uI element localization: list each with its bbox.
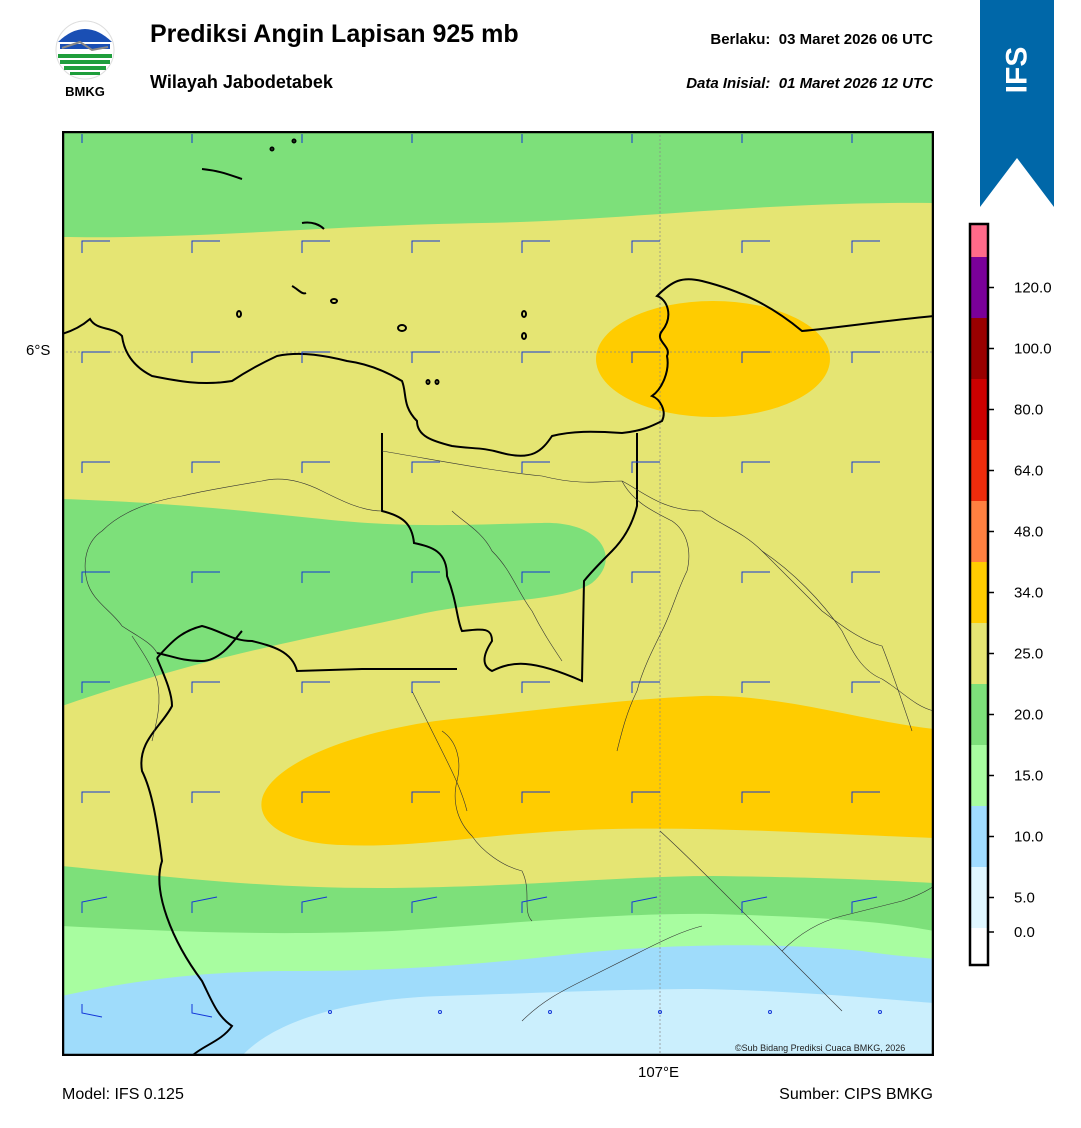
colorbar-label: 15.0	[1014, 768, 1043, 785]
model-badge: IFS	[999, 46, 1033, 94]
colorbar-label: 10.0	[1014, 829, 1043, 846]
colorbar-segment	[970, 562, 988, 623]
colorbar-segment	[970, 623, 988, 684]
zone-orange-north	[596, 301, 830, 417]
zone-green-mid	[62, 499, 606, 706]
logo-text: BMKG	[65, 84, 105, 99]
colorbar-label: 120.0	[1014, 280, 1052, 297]
colorbar-segment	[970, 501, 988, 562]
colorbar-label: 20.0	[1014, 707, 1043, 724]
colorbar-segment	[970, 806, 988, 867]
init-value: 01 Maret 2026 12 UTC	[778, 75, 933, 92]
colorbar-label: 100.0	[1014, 341, 1052, 358]
colorbar-label: 34.0	[1014, 585, 1043, 602]
init-label: Data Inisial:	[686, 75, 771, 92]
colorbar-label: 64.0	[1014, 463, 1043, 480]
valid-value: 03 Maret 2026 06 UTC	[778, 31, 933, 48]
latitude-label: 6°S	[26, 342, 51, 359]
zone-green-top	[62, 131, 934, 238]
islands	[201, 138, 527, 385]
wind-map	[62, 131, 934, 1056]
model-banner	[980, 0, 1054, 210]
map-title: Prediksi Angin Lapisan 925 mb	[150, 20, 519, 48]
colorbar-segment	[970, 440, 988, 501]
zone-blue-light	[242, 989, 934, 1056]
zone-orange-south	[261, 695, 934, 846]
colorbar-label: 5.0	[1014, 890, 1035, 907]
init-time: Data Inisial: 01 Maret 2026 12 UTC	[686, 75, 933, 92]
colorbar-segment	[970, 867, 988, 928]
colorbar-segment	[970, 928, 988, 965]
colorbar-segment	[970, 684, 988, 745]
longitude-label: 107°E	[638, 1064, 680, 1081]
colorbar: 0.0 5.0 10.0 15.0 20.0 25.0 34.0 48.0 64.0 80.0 10…	[968, 222, 1078, 967]
colorbar-segment	[970, 257, 988, 318]
wind-barbs	[81, 134, 882, 1018]
valid-time: Berlaku: 03 Maret 2026 06 UTC	[710, 31, 933, 48]
colorbar-segment	[970, 224, 988, 257]
map-subtitle: Wilayah Jabodetabek	[150, 72, 333, 92]
admin-boundaries	[84, 450, 934, 1022]
map-frame	[62, 131, 934, 1056]
source-info: Sumber: CIPS BMKG	[779, 1086, 933, 1103]
colorbar-frame	[968, 222, 990, 967]
colorbar-segment	[970, 318, 988, 379]
colorbar-label: 0.0	[1014, 924, 1035, 941]
colorbar-segment	[970, 745, 988, 806]
model-info: Model: IFS 0.125	[62, 1086, 184, 1103]
coastline	[62, 278, 934, 1056]
colorbar-label: 80.0	[1014, 402, 1043, 419]
colorbar-segment	[970, 379, 988, 440]
colorbar-label: 48.0	[1014, 524, 1043, 541]
valid-label: Berlaku:	[710, 31, 771, 48]
bmkg-logo	[52, 20, 118, 102]
map-credit: ©Sub Bidang Prediksi Cuaca BMKG, 2026	[735, 1043, 906, 1053]
colorbar-label: 25.0	[1014, 646, 1043, 663]
